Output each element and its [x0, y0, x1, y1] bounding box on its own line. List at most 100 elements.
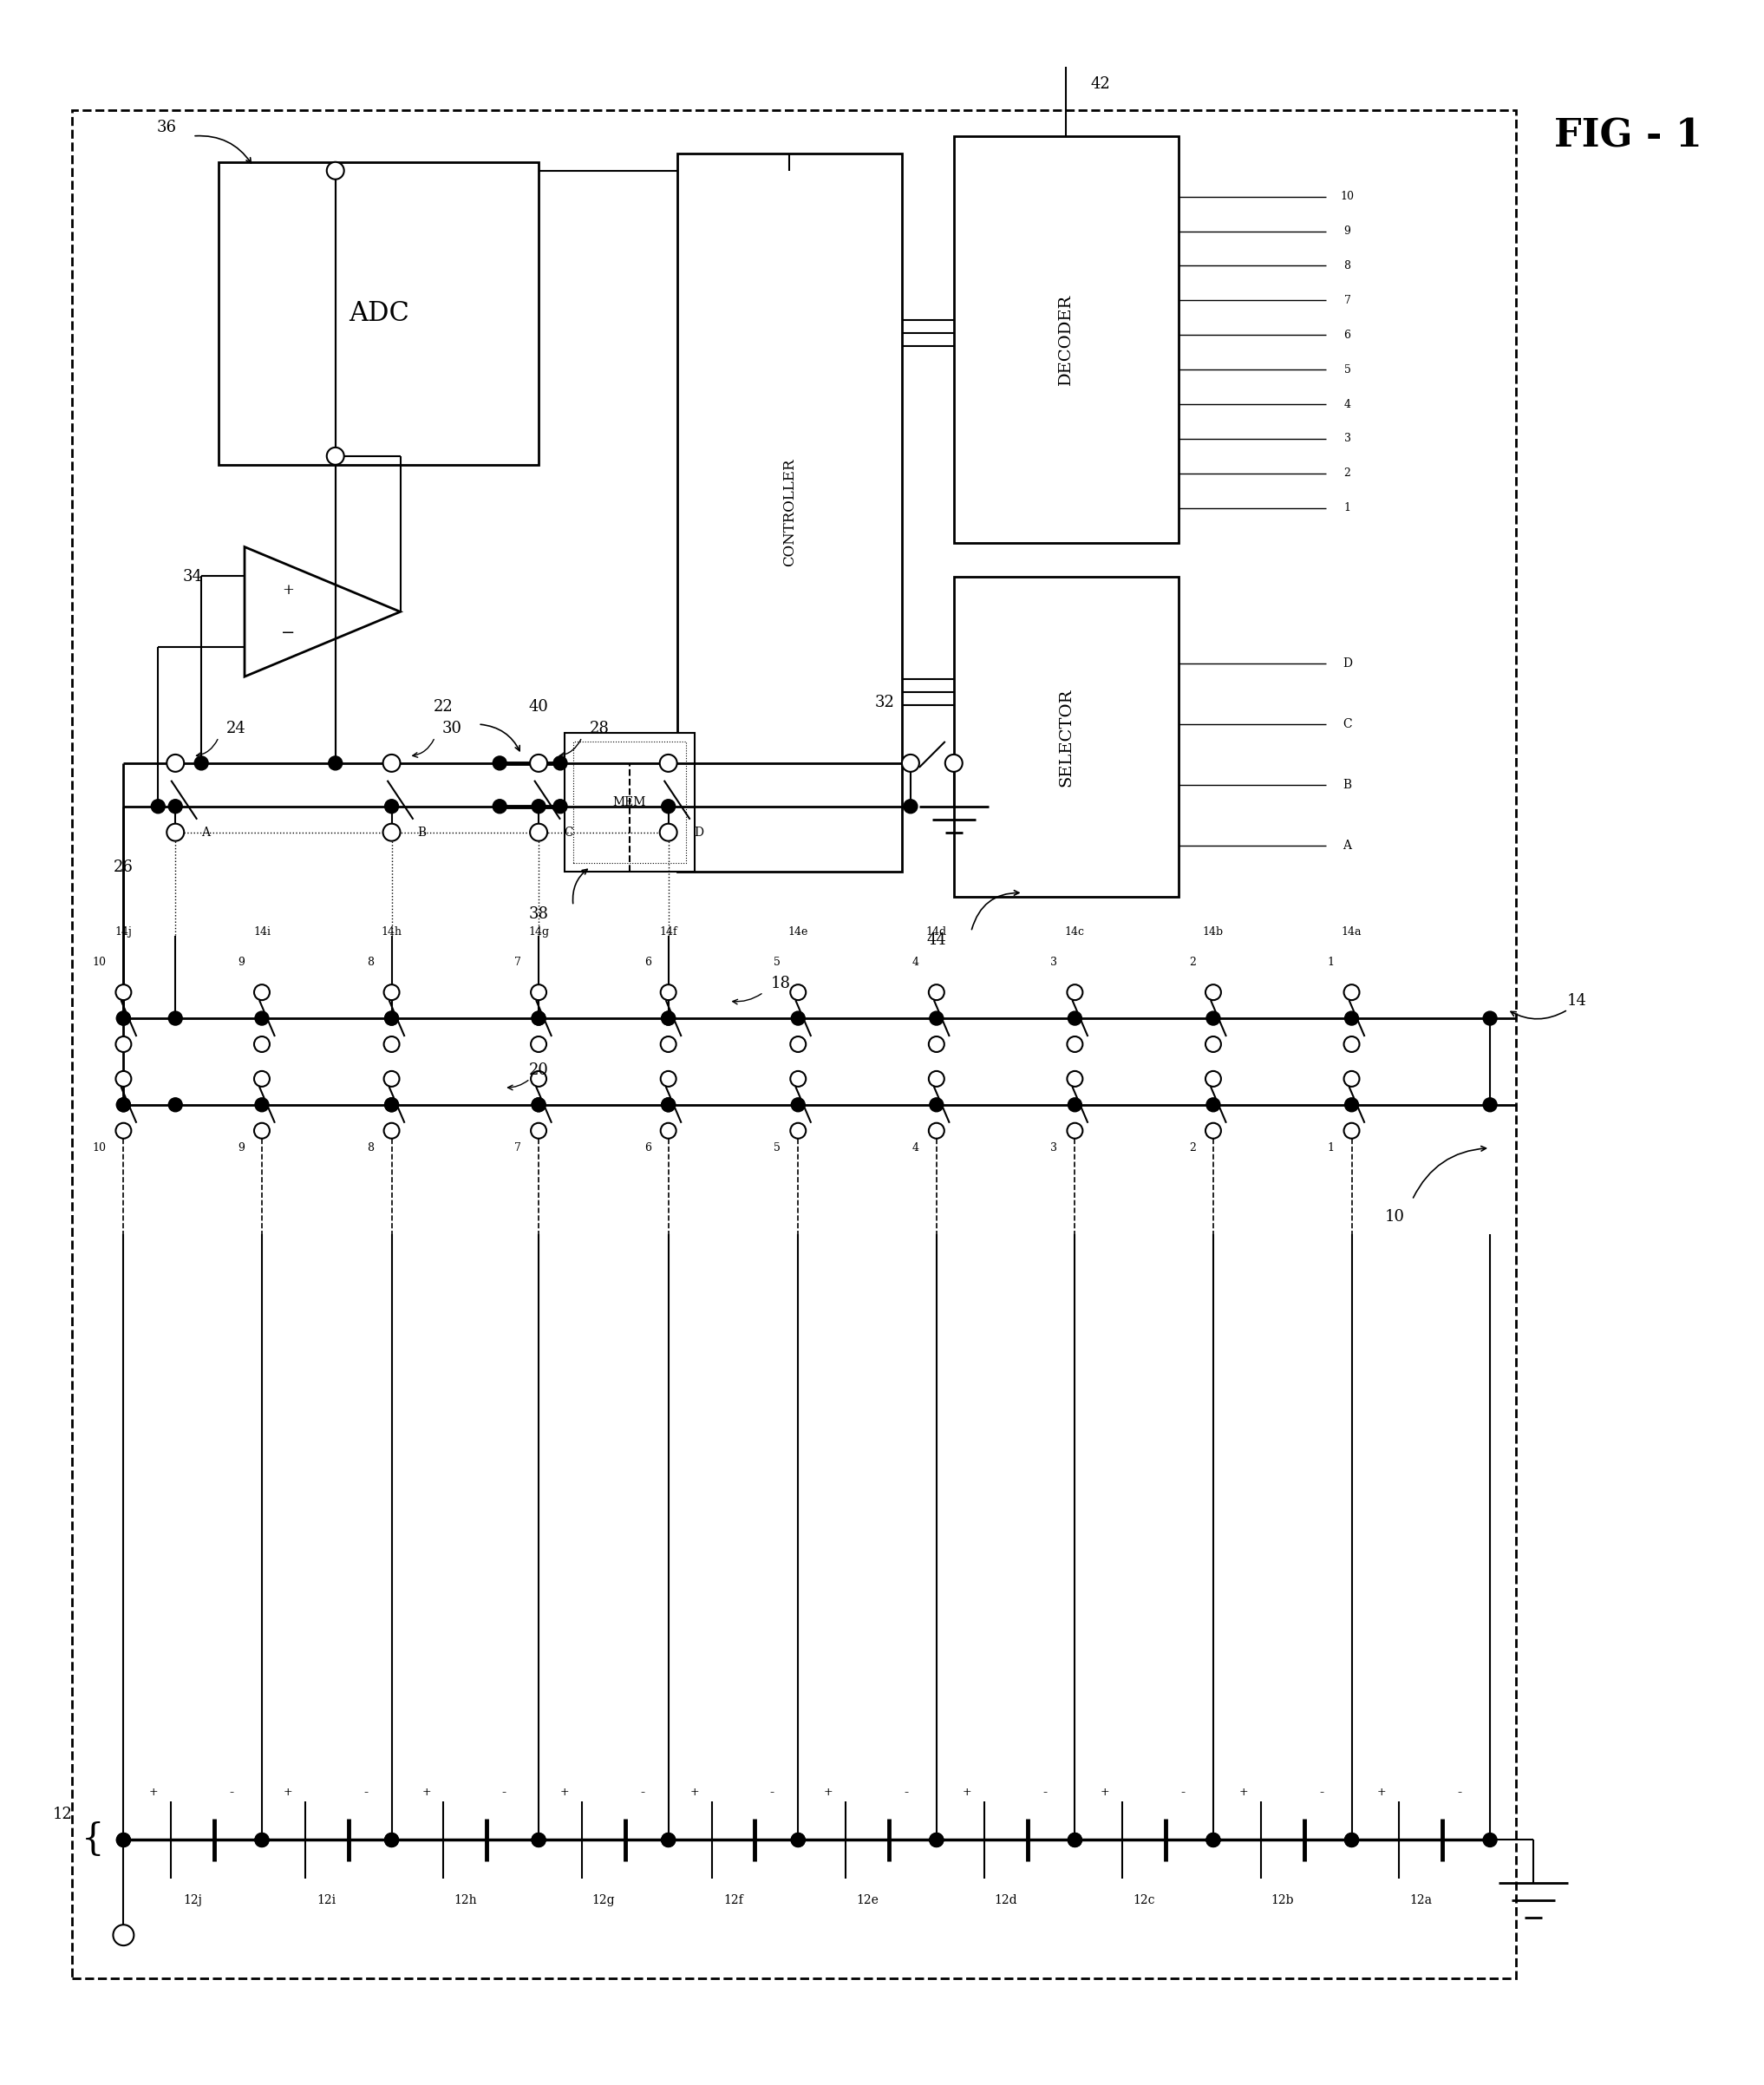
Circle shape [790, 984, 806, 1001]
Circle shape [662, 1099, 676, 1111]
Text: 1: 1 [1344, 502, 1351, 513]
Circle shape [531, 1099, 545, 1111]
Text: 14a: 14a [1341, 926, 1362, 938]
Text: 10: 10 [92, 1143, 106, 1153]
Circle shape [1067, 1833, 1081, 1847]
Text: 14e: 14e [789, 926, 808, 938]
Text: 12f: 12f [723, 1895, 743, 1906]
Circle shape [1344, 1833, 1358, 1847]
Circle shape [385, 1124, 399, 1138]
Text: 9: 9 [1344, 225, 1351, 238]
Circle shape [928, 984, 944, 1001]
Text: 12b: 12b [1270, 1895, 1295, 1906]
Text: 7: 7 [1344, 294, 1351, 306]
Circle shape [116, 1833, 131, 1847]
Circle shape [385, 1011, 399, 1026]
Circle shape [901, 755, 919, 771]
Text: B: B [418, 826, 427, 838]
Circle shape [1207, 1833, 1221, 1847]
Circle shape [385, 1072, 399, 1086]
Circle shape [660, 755, 677, 771]
Text: 26: 26 [113, 859, 134, 876]
Text: 36: 36 [157, 119, 176, 136]
Text: 24: 24 [226, 721, 245, 736]
Circle shape [531, 1124, 547, 1138]
Text: 12d: 12d [995, 1895, 1018, 1906]
Circle shape [385, 1099, 399, 1111]
Text: 12c: 12c [1132, 1895, 1155, 1906]
Circle shape [254, 1124, 270, 1138]
Text: MEM: MEM [612, 796, 646, 809]
Text: 12j: 12j [183, 1895, 203, 1906]
Circle shape [930, 1011, 944, 1026]
Circle shape [662, 799, 676, 813]
Circle shape [662, 1011, 676, 1026]
Text: -: - [769, 1787, 774, 1799]
Text: 28: 28 [589, 721, 609, 736]
Text: 14f: 14f [660, 926, 677, 938]
Circle shape [1205, 1072, 1221, 1086]
Text: +: + [282, 584, 295, 598]
Circle shape [385, 799, 399, 813]
Text: 1: 1 [1327, 957, 1334, 967]
Text: -: - [229, 1787, 235, 1799]
Circle shape [790, 1036, 806, 1053]
Circle shape [116, 1036, 131, 1053]
Text: 2: 2 [1344, 467, 1351, 480]
Text: 12i: 12i [318, 1895, 337, 1906]
Circle shape [790, 1124, 806, 1138]
Circle shape [660, 984, 676, 1001]
Text: 9: 9 [238, 957, 245, 967]
Circle shape [116, 984, 131, 1001]
Circle shape [168, 755, 183, 771]
Circle shape [328, 757, 342, 769]
Text: +: + [1101, 1787, 1110, 1797]
Text: 1: 1 [1327, 1143, 1334, 1153]
Circle shape [930, 1833, 944, 1847]
Circle shape [660, 1072, 676, 1086]
Circle shape [531, 1011, 545, 1026]
Text: 12e: 12e [856, 1895, 878, 1906]
Text: 14d: 14d [926, 926, 947, 938]
Circle shape [662, 1011, 676, 1026]
Circle shape [385, 1833, 399, 1847]
Circle shape [928, 1072, 944, 1086]
Circle shape [1344, 1124, 1360, 1138]
Circle shape [531, 1833, 545, 1847]
Circle shape [1067, 1011, 1081, 1026]
Text: 22: 22 [434, 698, 453, 715]
Text: 42: 42 [1090, 77, 1111, 92]
Text: +: + [284, 1787, 293, 1797]
Circle shape [492, 799, 506, 813]
Circle shape [113, 1924, 134, 1945]
Text: {: { [81, 1822, 104, 1858]
Circle shape [116, 1099, 131, 1111]
Text: D: D [693, 826, 704, 838]
Text: -: - [1180, 1787, 1185, 1799]
Circle shape [531, 1036, 547, 1053]
Text: SELECTOR: SELECTOR [1058, 688, 1074, 786]
Bar [954, 136, 1178, 542]
Text: CONTROLLER: CONTROLLER [781, 459, 797, 567]
Text: 2: 2 [1189, 1143, 1196, 1153]
Circle shape [790, 1072, 806, 1086]
Text: C: C [564, 826, 573, 838]
Text: 12: 12 [53, 1806, 72, 1822]
Circle shape [256, 1833, 268, 1847]
Circle shape [116, 1833, 131, 1847]
Circle shape [529, 824, 547, 840]
Text: 5: 5 [1344, 365, 1351, 375]
Circle shape [169, 1099, 182, 1111]
Circle shape [116, 1099, 131, 1111]
Text: +: + [1238, 1787, 1249, 1797]
Circle shape [1207, 1011, 1221, 1026]
Text: A: A [201, 826, 210, 838]
Circle shape [385, 984, 399, 1001]
Circle shape [928, 1036, 944, 1053]
Text: 10: 10 [92, 957, 106, 967]
Text: 44: 44 [926, 932, 946, 949]
Circle shape [531, 1072, 547, 1086]
Text: −: − [280, 626, 295, 642]
Text: 40: 40 [529, 698, 549, 715]
Circle shape [792, 1099, 804, 1111]
